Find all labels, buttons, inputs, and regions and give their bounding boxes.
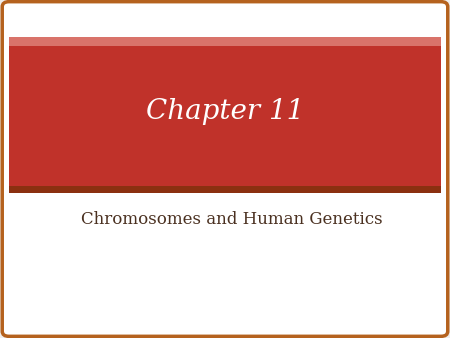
Bar — [56, 7, 64, 331]
Bar — [9, 37, 441, 46]
Bar — [150, 7, 158, 331]
Bar — [370, 7, 378, 331]
Bar — [245, 7, 252, 331]
Bar — [9, 37, 441, 186]
Bar — [25, 7, 32, 331]
Bar — [307, 7, 315, 331]
Bar — [213, 7, 221, 331]
Bar — [88, 7, 95, 331]
Bar — [402, 7, 410, 331]
Text: Chapter 11: Chapter 11 — [146, 98, 304, 125]
Bar — [292, 7, 300, 331]
Bar — [9, 7, 17, 331]
Text: Chromosomes and Human Genetics: Chromosomes and Human Genetics — [81, 211, 382, 228]
Bar — [323, 7, 331, 331]
Bar — [339, 7, 347, 331]
Bar — [135, 7, 143, 331]
Bar — [182, 7, 189, 331]
Bar — [119, 7, 127, 331]
Bar — [386, 7, 394, 331]
Bar — [355, 7, 362, 331]
Bar — [166, 7, 174, 331]
Bar — [72, 7, 80, 331]
Bar — [418, 7, 425, 331]
Bar — [261, 7, 268, 331]
Bar — [276, 7, 284, 331]
Bar — [9, 186, 441, 193]
FancyBboxPatch shape — [2, 2, 448, 336]
Bar — [40, 7, 48, 331]
Bar — [198, 7, 205, 331]
Bar — [229, 7, 237, 331]
Bar — [103, 7, 111, 331]
Bar — [433, 7, 441, 331]
